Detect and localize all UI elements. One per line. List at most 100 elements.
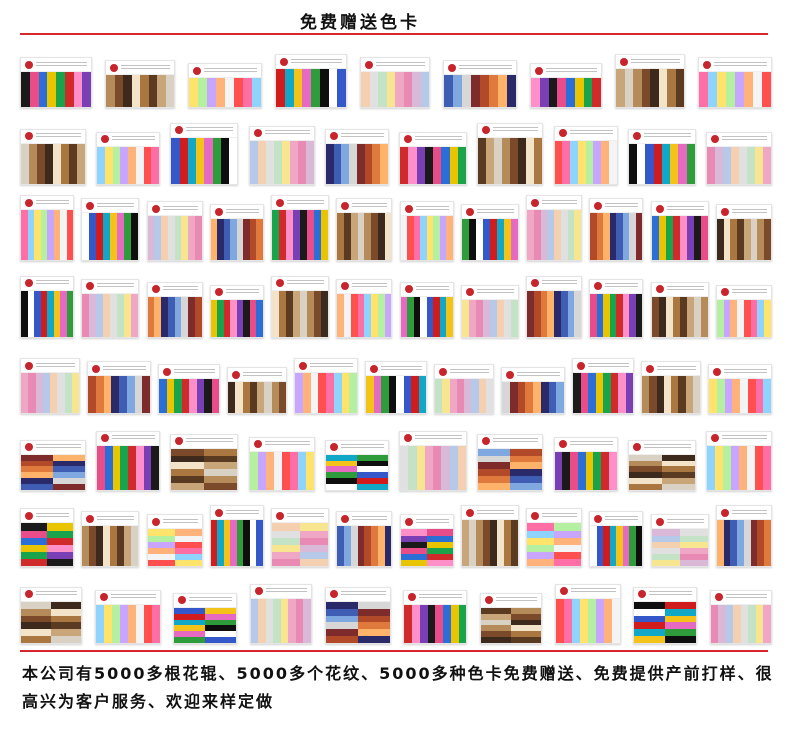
color-swatch <box>53 143 61 184</box>
brand-logo-icon <box>439 367 447 376</box>
color-swatch <box>658 216 666 261</box>
swatch-strip <box>400 146 467 184</box>
swatch-strip <box>159 379 219 414</box>
card-label <box>106 61 174 75</box>
label-text-lines <box>495 597 537 604</box>
color-swatch <box>653 143 662 184</box>
label-text-lines <box>542 280 578 287</box>
color-swatch <box>272 537 301 545</box>
color-swatch <box>174 554 202 561</box>
color-swatch <box>297 451 306 490</box>
color-swatch <box>420 296 427 337</box>
color-swatch <box>661 466 695 473</box>
brand-logo-icon <box>632 132 641 141</box>
color-swatch <box>314 290 322 337</box>
color-swatch <box>763 379 771 414</box>
color-swatch <box>412 604 420 643</box>
swatch-strip <box>716 520 771 567</box>
color-swatch <box>325 615 358 623</box>
color-swatch <box>480 619 511 626</box>
color-swatch <box>665 608 697 616</box>
color-swatch <box>154 216 162 261</box>
brand-logo-icon <box>214 207 223 216</box>
color-swatch <box>554 544 582 553</box>
label-text-lines <box>352 202 388 209</box>
brand-logo-icon <box>365 60 373 69</box>
swatch-strip <box>106 75 174 107</box>
color-swatch <box>732 379 740 414</box>
color-swatch <box>50 373 58 414</box>
color-swatch <box>416 445 425 490</box>
color-swatch <box>47 537 73 545</box>
swatch-strip <box>699 72 771 107</box>
color-card-sample <box>275 54 347 108</box>
card-label <box>82 279 139 294</box>
color-swatch <box>377 213 385 261</box>
color-swatch <box>286 290 294 337</box>
color-swatch <box>302 373 311 414</box>
card-row <box>20 574 772 644</box>
color-swatch <box>540 382 549 414</box>
color-swatch <box>628 483 662 490</box>
swatch-strip <box>527 210 582 261</box>
label-text-lines <box>570 588 616 595</box>
color-swatch <box>134 376 143 414</box>
color-swatch <box>725 604 734 643</box>
color-swatch <box>609 293 617 337</box>
color-swatch <box>482 299 490 337</box>
color-swatch <box>502 382 510 414</box>
color-swatch <box>510 613 541 620</box>
color-swatch <box>475 520 483 567</box>
brand-logo-icon <box>276 198 285 207</box>
color-swatch <box>103 604 112 643</box>
color-swatch <box>314 210 322 261</box>
color-swatch <box>554 290 561 337</box>
color-swatch <box>420 216 427 261</box>
color-swatch <box>400 535 427 542</box>
color-swatch <box>110 526 118 567</box>
color-swatch <box>498 75 507 107</box>
color-card-sample <box>365 361 427 415</box>
color-swatch <box>439 216 447 261</box>
card-row <box>20 421 772 491</box>
swatch-column <box>478 448 511 490</box>
color-swatch <box>147 541 175 548</box>
color-swatch <box>629 526 636 567</box>
color-swatch <box>302 69 311 107</box>
color-swatch <box>462 75 471 107</box>
color-swatch <box>47 290 54 337</box>
color-swatch <box>289 140 298 184</box>
color-swatch <box>171 482 205 490</box>
color-swatch <box>51 615 81 623</box>
color-swatch <box>341 143 350 184</box>
color-swatch <box>418 376 426 414</box>
color-swatch <box>424 445 434 490</box>
color-swatch <box>204 476 238 483</box>
color-swatch <box>625 373 633 414</box>
color-swatch <box>174 619 206 626</box>
color-swatch <box>444 75 453 107</box>
card-label <box>527 509 582 524</box>
color-card-sample <box>188 63 262 108</box>
color-card-sample <box>627 128 696 185</box>
brand-logo-icon <box>720 207 729 216</box>
color-swatch <box>325 483 357 490</box>
color-swatch <box>533 382 541 414</box>
color-card-sample <box>20 439 86 491</box>
color-card-sample <box>650 201 709 262</box>
color-swatch <box>716 379 725 414</box>
label-text-lines <box>287 512 325 519</box>
brand-logo-icon <box>713 367 721 376</box>
swatch-strip <box>706 445 771 490</box>
color-swatch <box>651 554 680 561</box>
brand-logo-icon <box>655 204 664 213</box>
color-swatch <box>325 608 358 616</box>
card-label <box>706 431 771 446</box>
card-label <box>159 365 219 380</box>
color-swatch <box>295 373 303 414</box>
color-swatch <box>722 146 731 184</box>
color-swatch <box>135 604 144 643</box>
card-label <box>95 590 160 605</box>
color-swatch <box>95 376 104 414</box>
color-swatch <box>337 213 345 261</box>
